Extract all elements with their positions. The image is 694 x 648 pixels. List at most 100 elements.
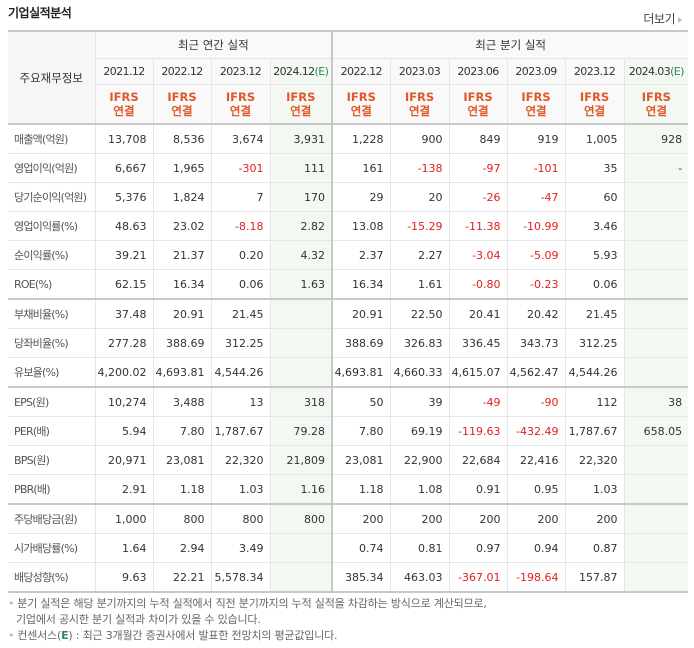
table-cell: 79.28: [269, 416, 333, 446]
table-cell: 7.80: [152, 416, 212, 446]
table-cell: 3,931: [269, 123, 333, 154]
table-cell: 20: [389, 182, 450, 212]
table-cell: 69.19: [389, 416, 450, 446]
table-cell: 21.37: [152, 240, 212, 270]
table-cell: 800: [210, 503, 271, 534]
table-cell: 0.81: [389, 533, 450, 563]
table-cell: 0.97: [448, 533, 508, 563]
section-title: 기업실적분석: [8, 6, 72, 20]
table-cell: 4,693.81: [152, 357, 212, 388]
table-cell: 22,416: [506, 445, 566, 475]
table-cell: 312.25: [210, 328, 271, 358]
table-cell: 800: [152, 503, 212, 534]
table-cell: 277.28: [94, 328, 154, 358]
table-cell: 4,693.81: [331, 357, 391, 388]
table-cell: -8.18: [210, 211, 271, 241]
more-link[interactable]: 더보기: [643, 10, 682, 27]
period-header: 2024.03(E): [623, 58, 689, 85]
table-cell: 5,578.34: [210, 562, 271, 593]
table-cell: 658.05: [623, 416, 689, 446]
row-label: 부채비율(%): [8, 298, 96, 329]
table-cell: [623, 182, 689, 212]
table-cell: [623, 533, 689, 563]
table-cell: 0.06: [210, 269, 271, 300]
financial-summary-table: 주요재무정보 최근 연간 실적 최근 분기 실적 2021.12 2022.12 2…: [8, 30, 689, 593]
table-cell: -3.04: [448, 240, 508, 270]
table-cell: 4,200.02: [94, 357, 154, 388]
table-cell: [269, 328, 333, 358]
table-row: 순이익률(%) 39.21 21.37 0.20 4.32 2.37 2.27 -3.04 -5…: [8, 240, 689, 270]
table-cell: 9.63: [94, 562, 154, 593]
footnote-2: • 컨센서스(E) : 최근 3개월간 증권사에서 발표한 전망치의 평균값입니다…: [8, 629, 338, 642]
table-cell: 800: [269, 503, 333, 534]
table-cell: 312.25: [564, 328, 625, 358]
table-cell: -367.01: [448, 562, 508, 593]
table-cell: 23.02: [152, 211, 212, 241]
table-cell: 13.08: [331, 211, 391, 241]
table-row: 시가배당률(%) 1.64 2.94 3.49 0.74 0.81 0.97 0.94 0.87: [8, 533, 689, 563]
table-row: 부채비율(%) 37.48 20.91 21.45 20.91 22.50 20.41 20.…: [8, 298, 689, 329]
table-cell: 37.48: [94, 298, 154, 329]
table-row: 영업이익률(%) 48.63 23.02 -8.18 2.82 13.08 -15.29 -1…: [8, 211, 689, 241]
table-cell: 1.64: [94, 533, 154, 563]
row-label: EPS(원): [8, 386, 96, 417]
table-cell: 1.08: [389, 474, 450, 505]
table-cell: 1.18: [331, 474, 391, 505]
row-label: BPS(원): [8, 445, 96, 475]
table-cell: 2.94: [152, 533, 212, 563]
ifrs-basis-header: IFRS 연결: [389, 84, 450, 125]
table-cell: [269, 562, 333, 593]
table-cell: 22.21: [152, 562, 212, 593]
table-cell: -301: [210, 153, 271, 183]
table-cell: 0.87: [564, 533, 625, 563]
table-cell: -11.38: [448, 211, 508, 241]
period-header: 2023.12: [210, 58, 271, 85]
table-cell: 200: [448, 503, 508, 534]
table-cell: 21.45: [564, 298, 625, 329]
ifrs-basis-header: IFRS 연결: [269, 84, 333, 125]
table-cell: 60: [564, 182, 625, 212]
group-annual: 최근 연간 실적: [94, 30, 333, 59]
table-row: 당좌비율(%) 277.28 388.69 312.25 388.69 326.83 336…: [8, 328, 689, 358]
period-header: 2021.12: [94, 58, 154, 85]
table-cell: -5.09: [506, 240, 566, 270]
table-cell: 20.91: [152, 298, 212, 329]
table-cell: -97: [448, 153, 508, 183]
table-cell: 1,965: [152, 153, 212, 183]
table-cell: 2.82: [269, 211, 333, 241]
table-cell: -198.64: [506, 562, 566, 593]
table-cell: 4,615.07: [448, 357, 508, 388]
table-cell: 5,376: [94, 182, 154, 212]
table-cell: 157.87: [564, 562, 625, 593]
row-label: PBR(배): [8, 474, 96, 505]
table-cell: [623, 328, 689, 358]
ifrs-basis-header: IFRS 연결: [448, 84, 508, 125]
table-cell: 0.94: [506, 533, 566, 563]
table-cell: 900: [389, 123, 450, 154]
arrow-right-icon: [678, 16, 682, 23]
ifrs-basis-header: IFRS 연결: [210, 84, 271, 125]
table-cell: 1.16: [269, 474, 333, 505]
table-cell: [623, 298, 689, 329]
table-cell: 1.63: [269, 269, 333, 300]
table-row: 영업이익(억원) 6,667 1,965 -301 111 161 -138 -97 -101 3…: [8, 153, 689, 183]
table-cell: 1.61: [389, 269, 450, 300]
table-cell: 849: [448, 123, 508, 154]
row-label: 주당배당금(원): [8, 503, 96, 534]
table-cell: -90: [506, 386, 566, 417]
estimate-marker: (E): [314, 65, 329, 78]
row-label: 영업이익률(%): [8, 211, 96, 241]
table-cell: 200: [331, 503, 391, 534]
table-cell: 13: [210, 386, 271, 417]
table-row: 당기순이익(억원) 5,376 1,824 7 170 29 20 -26 -47 60: [8, 182, 689, 212]
table-cell: [623, 269, 689, 300]
table-cell: 22,900: [389, 445, 450, 475]
table-cell: 3.46: [564, 211, 625, 241]
group-quarterly: 최근 분기 실적: [331, 30, 689, 59]
row-label: 영업이익(억원): [8, 153, 96, 183]
more-label: 더보기: [643, 12, 675, 26]
table-cell: 23,081: [331, 445, 391, 475]
footnote-1-cont: 기업에서 공시한 분기 실적과 차이가 있을 수 있습니다.: [16, 613, 261, 626]
table-cell: -47: [506, 182, 566, 212]
table-cell: 1,787.67: [210, 416, 271, 446]
